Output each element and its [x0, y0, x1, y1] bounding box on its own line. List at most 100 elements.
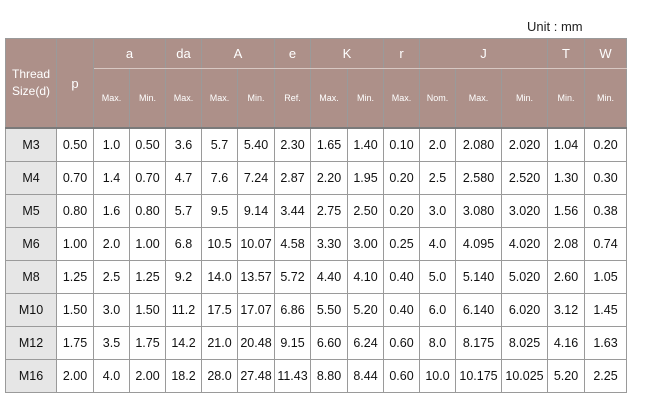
table-row: M5 0.80 1.6 0.80 5.7 9.5 9.14 3.44 2.75 2.50 0.20 3… [5, 194, 627, 228]
table-cell: 1.00 [129, 227, 166, 261]
table-row: M8 1.25 2.5 1.25 9.2 14.0 13.57 5.72 4.40 4.10 0.4… [5, 260, 627, 294]
table-cell: 6.24 [347, 326, 384, 360]
group-header-a: a [93, 38, 166, 69]
table-cell: 3.30 [310, 227, 348, 261]
table-cell: 1.50 [56, 293, 94, 327]
table-cell: 0.50 [129, 127, 166, 162]
table-cell: 1.05 [584, 260, 627, 294]
table-cell: 1.0 [93, 127, 130, 162]
group-header-T: T [547, 38, 585, 69]
sub-header: Min. [501, 68, 548, 129]
table-cell: 1.65 [310, 127, 348, 162]
thread-size-cell: M5 [5, 194, 57, 228]
thread-size-header: Thread Size(d) [5, 38, 57, 129]
table-cell: 5.20 [547, 359, 585, 393]
thread-dimensions-table: Thread Size(d) p a da A e K r J T W Max. … [5, 38, 627, 393]
sub-header: Max. [455, 68, 502, 129]
table-cell: 21.0 [201, 326, 238, 360]
table-cell: 20.48 [237, 326, 275, 360]
table-cell: 8.44 [347, 359, 384, 393]
group-header-K: K [310, 38, 384, 69]
table-cell: 2.0 [93, 227, 130, 261]
table-cell: 4.16 [547, 326, 585, 360]
table-cell: 3.12 [547, 293, 585, 327]
table-cell: 4.0 [419, 227, 456, 261]
table-cell: 1.30 [547, 161, 585, 195]
table-row: M12 1.75 3.5 1.75 14.2 21.0 20.48 9.15 6.60 6.24 0… [5, 326, 627, 360]
sub-header: Min. [584, 68, 627, 129]
thread-size-cell: M3 [5, 127, 57, 162]
table-cell: 8.80 [310, 359, 348, 393]
table-cell: 2.50 [347, 194, 384, 228]
table-cell: 5.140 [455, 260, 502, 294]
table-cell: 4.7 [165, 161, 202, 195]
table-cell: 4.095 [455, 227, 502, 261]
table-cell: 0.80 [56, 194, 94, 228]
table-cell: 2.60 [547, 260, 585, 294]
table-row: M16 2.00 4.0 2.00 18.2 28.0 27.48 11.43 8.80 8.44… [5, 359, 627, 393]
table-cell: 10.0 [419, 359, 456, 393]
table-cell: 2.00 [56, 359, 94, 393]
table-cell: 1.95 [347, 161, 384, 195]
sub-header: Ref. [274, 68, 311, 129]
table-row: M4 0.70 1.4 0.70 4.7 7.6 7.24 2.87 2.20 1.95 0.20 2… [5, 161, 627, 195]
sub-header: Nom. [419, 68, 456, 129]
table-cell: 1.4 [93, 161, 130, 195]
table-cell: 1.45 [584, 293, 627, 327]
table-cell: 8.025 [501, 326, 548, 360]
table-cell: 5.72 [274, 260, 311, 294]
thread-size-cell: M6 [5, 227, 57, 261]
table-cell: 3.5 [93, 326, 130, 360]
table-cell: 5.7 [201, 127, 238, 162]
table-cell: 6.8 [165, 227, 202, 261]
table-cell: 0.60 [383, 359, 420, 393]
table-cell: 2.0 [419, 127, 456, 162]
table-cell: 1.63 [584, 326, 627, 360]
sub-header: Max. [383, 68, 420, 129]
table-cell: 10.07 [237, 227, 275, 261]
table-cell: 3.6 [165, 127, 202, 162]
table-cell: 0.80 [129, 194, 166, 228]
table-cell: 28.0 [201, 359, 238, 393]
table-cell: 3.00 [347, 227, 384, 261]
group-header-e: e [274, 38, 311, 69]
table-cell: 0.30 [584, 161, 627, 195]
table-cell: 9.15 [274, 326, 311, 360]
table-cell: 2.5 [419, 161, 456, 195]
table-cell: 6.86 [274, 293, 311, 327]
table-cell: 4.020 [501, 227, 548, 261]
table-cell: 4.0 [93, 359, 130, 393]
table-cell: 5.20 [347, 293, 384, 327]
table-cell: 1.75 [56, 326, 94, 360]
group-header-J: J [419, 38, 548, 69]
table-cell: 1.25 [56, 260, 94, 294]
table-cell: 7.6 [201, 161, 238, 195]
table-cell: 0.40 [383, 293, 420, 327]
table-cell: 10.5 [201, 227, 238, 261]
table-cell: 4.58 [274, 227, 311, 261]
group-header-r: r [383, 38, 420, 69]
sub-header: Min. [347, 68, 384, 129]
table-cell: 0.10 [383, 127, 420, 162]
table-cell: 6.60 [310, 326, 348, 360]
table-cell: 5.7 [165, 194, 202, 228]
group-header-A: A [201, 38, 275, 69]
table-cell: 1.6 [93, 194, 130, 228]
sub-header: Max. [201, 68, 238, 129]
table-cell: 8.0 [419, 326, 456, 360]
table-cell: 0.50 [56, 127, 94, 162]
table-cell: 17.07 [237, 293, 275, 327]
table-cell: 2.20 [310, 161, 348, 195]
table-cell: 2.520 [501, 161, 548, 195]
table-cell: 1.04 [547, 127, 585, 162]
table-cell: 7.24 [237, 161, 275, 195]
table-cell: 0.20 [383, 161, 420, 195]
table-cell: 6.140 [455, 293, 502, 327]
table-cell: 2.020 [501, 127, 548, 162]
table-cell: 2.080 [455, 127, 502, 162]
table-cell: 4.40 [310, 260, 348, 294]
table-cell: 1.00 [56, 227, 94, 261]
table-cell: 1.56 [547, 194, 585, 228]
table-cell: 17.5 [201, 293, 238, 327]
thread-size-cell: M12 [5, 326, 57, 360]
